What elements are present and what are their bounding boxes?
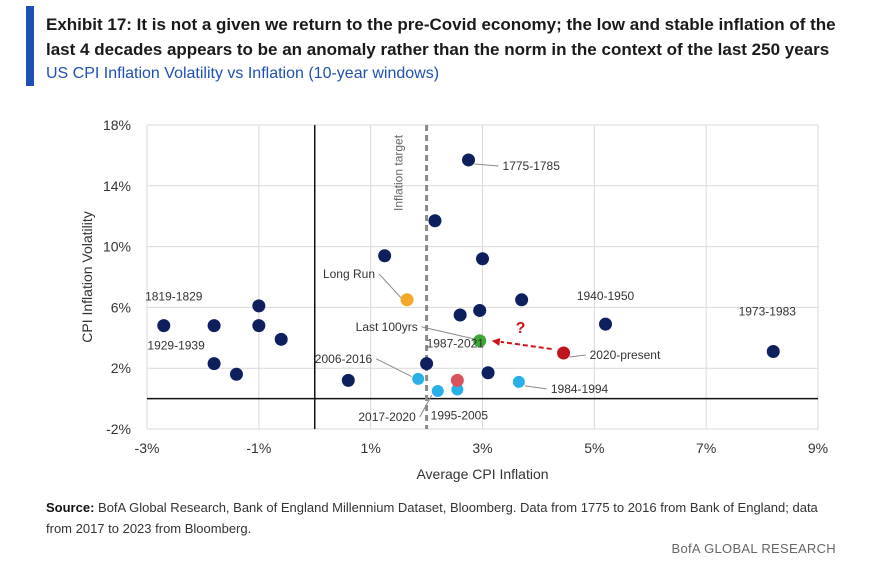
y-tick-label: -2%	[106, 421, 131, 437]
point-label: 1984-1994	[551, 382, 609, 396]
data-point	[252, 299, 266, 313]
data-point	[207, 357, 221, 371]
data-point	[473, 334, 487, 348]
chart-subtitle: US CPI Inflation Volatility vs Inflation…	[46, 65, 440, 82]
label-leader-line	[375, 358, 413, 378]
label-leader-line	[378, 273, 402, 299]
x-tick-label: 7%	[696, 440, 716, 456]
data-point	[476, 252, 489, 266]
point-label: 1775-1785	[503, 159, 561, 173]
point-label: 1987-2021	[427, 337, 485, 351]
data-point	[428, 214, 442, 228]
data-point	[473, 303, 487, 317]
chart-title: Exhibit 17: It is not a given we return …	[46, 15, 836, 59]
data-point	[430, 384, 445, 398]
data-point	[157, 319, 171, 333]
point-label: 1929-1939	[147, 339, 205, 353]
y-tick-label: 18%	[103, 117, 131, 133]
data-point	[599, 317, 613, 331]
x-axis-label: Average CPI Inflation	[416, 466, 548, 482]
scatter-chart: Inflation target -2% 2% 6% 10% 14% 18% -3% -1%…	[79, 117, 829, 482]
y-tick-labels: -2% 2% 6% 10% 14% 18%	[103, 117, 131, 437]
source-note: Source: BofA Global Research, Bank of En…	[46, 497, 846, 539]
inflation-target-label: Inflation target	[392, 134, 406, 211]
data-point	[207, 319, 221, 333]
x-tick-label: 1%	[361, 440, 381, 456]
y-tick-label: 2%	[111, 360, 131, 376]
data-point	[511, 374, 526, 389]
source-label: Source:	[46, 500, 95, 515]
data-point	[252, 319, 266, 333]
x-tick-label: 3%	[472, 440, 492, 456]
data-point	[378, 249, 392, 263]
x-tick-label: -3%	[135, 440, 160, 456]
point-label: 1940-1950	[577, 289, 635, 303]
data-point	[420, 357, 434, 371]
data-point	[453, 308, 467, 322]
point-label: 2006-2016	[315, 352, 373, 366]
trend-arrow-head	[491, 338, 501, 346]
x-tick-label: 5%	[584, 440, 604, 456]
label-leader-line	[419, 394, 433, 418]
y-tick-label: 14%	[103, 178, 131, 194]
point-label: Last 100yrs	[356, 320, 418, 334]
label-leader-line	[421, 326, 474, 340]
point-label: 1995-2005	[431, 408, 489, 422]
point-label: 2020-present	[590, 348, 661, 362]
x-tick-labels: -3% -1% 1% 3% 5% 7% 9%	[135, 440, 829, 456]
x-tick-label: -1%	[246, 440, 271, 456]
question-mark-annotation: ?	[516, 320, 526, 337]
y-axis-label: CPI Inflation Volatility	[79, 211, 95, 343]
trend-arrow	[500, 340, 552, 350]
data-point	[462, 153, 476, 167]
brand-footer: BofA GLOBAL RESEARCH	[671, 541, 836, 556]
data-points	[157, 153, 780, 398]
y-tick-label: 6%	[111, 299, 131, 315]
label-leader-line	[524, 385, 547, 390]
data-point	[766, 344, 780, 358]
point-labels: 1775-1785 1940-1950 1973-1983 1819-1829 1929…	[145, 159, 796, 424]
y-tick-label: 10%	[103, 239, 131, 255]
x-tick-label: 9%	[808, 440, 828, 456]
accent-bar	[26, 6, 34, 86]
label-leader-line	[569, 354, 586, 358]
data-point	[481, 366, 495, 380]
data-point	[450, 373, 464, 387]
point-label: 1973-1983	[739, 304, 797, 318]
data-point	[229, 367, 243, 381]
grid-lines	[146, 124, 819, 430]
point-label: 1819-1829	[145, 290, 203, 304]
data-point	[341, 373, 355, 387]
data-point	[400, 293, 414, 307]
source-text: BofA Global Research, Bank of England Mi…	[46, 500, 818, 536]
label-leader-line	[474, 163, 499, 167]
data-point	[515, 293, 529, 307]
data-point	[411, 371, 426, 386]
point-label: Long Run	[323, 267, 375, 281]
data-point	[557, 346, 571, 360]
point-label: 2017-2020	[358, 410, 416, 424]
data-point	[274, 332, 288, 346]
label-leader-lines	[375, 163, 586, 418]
